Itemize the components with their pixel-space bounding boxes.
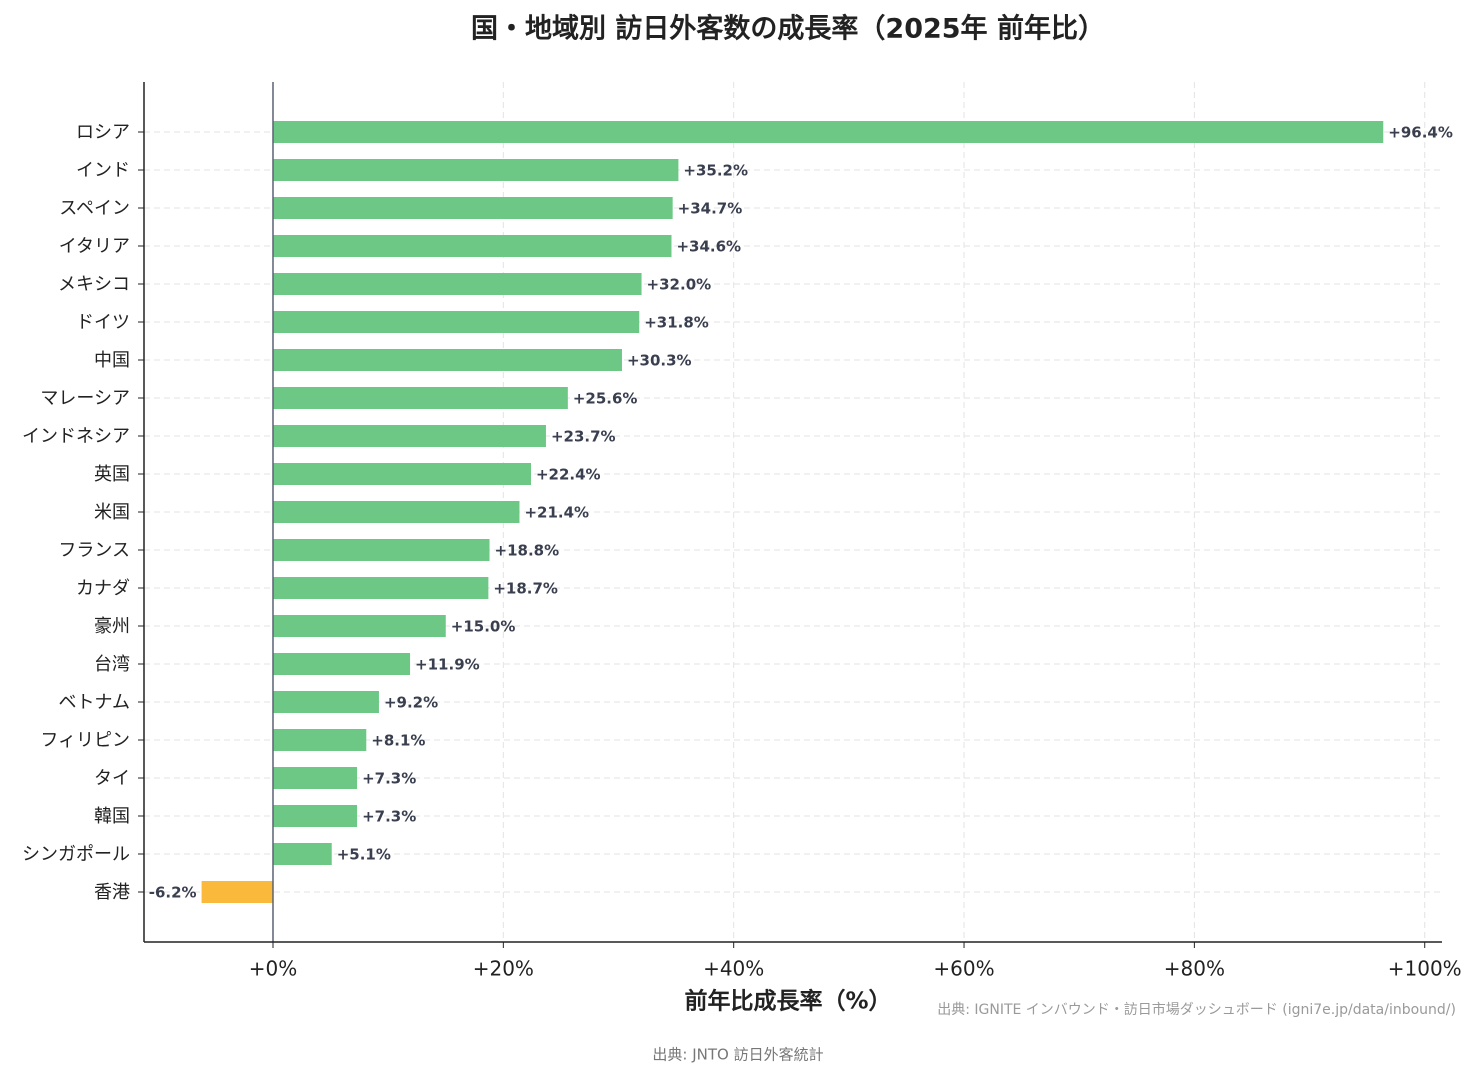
y-tick-label: スペイン — [59, 198, 130, 219]
value-label: +25.6% — [573, 390, 638, 408]
x-axis-label: 前年比成長率（%） — [684, 988, 891, 1015]
y-tick-label: 中国 — [94, 350, 130, 371]
bar — [272, 539, 490, 561]
y-tick-label: インドネシア — [22, 426, 130, 447]
value-label: +34.7% — [678, 200, 743, 218]
value-label: +35.2% — [683, 162, 748, 180]
y-tick-label: 豪州 — [94, 616, 130, 637]
y-tick-label: 香港 — [94, 882, 130, 903]
footer: 出典: JNTO 訪日外客統計 — [652, 1046, 823, 1064]
value-label: +7.3% — [362, 808, 416, 826]
x-tick-label: +20% — [473, 957, 534, 981]
bar — [201, 881, 273, 903]
y-tick-label: ベトナム — [59, 692, 130, 713]
value-label: +9.2% — [384, 694, 438, 712]
value-label: +32.0% — [647, 276, 712, 294]
value-label: +31.8% — [644, 314, 709, 332]
value-label: +15.0% — [451, 618, 516, 636]
y-tick-label: フランス — [58, 540, 130, 561]
y-tick-label: タイ — [94, 768, 130, 789]
value-label: +22.4% — [536, 466, 601, 484]
bar — [272, 349, 622, 371]
value-label: +30.3% — [627, 352, 692, 370]
y-tick-label: ドイツ — [76, 312, 130, 333]
y-tick-label: 台湾 — [94, 654, 130, 675]
bar — [272, 311, 640, 333]
bar — [272, 805, 358, 827]
value-label: +18.8% — [495, 542, 560, 560]
value-label: +18.7% — [493, 580, 558, 598]
y-tick-label: イタリア — [59, 236, 130, 257]
x-tick-label: +40% — [703, 957, 764, 981]
y-tick-label: 韓国 — [94, 806, 130, 827]
bar — [272, 463, 531, 485]
y-tick-label: 英国 — [94, 464, 130, 485]
value-label: +23.7% — [551, 428, 616, 446]
y-tick-label: マレーシア — [40, 388, 130, 409]
chart-title: 国・地域別 訪日外客数の成長率（2025年 前年比） — [471, 13, 1105, 45]
y-tick-label: 米国 — [94, 502, 130, 523]
bar — [272, 615, 446, 637]
value-label: +7.3% — [362, 770, 416, 788]
bar — [272, 121, 1384, 143]
bar — [272, 387, 568, 409]
y-tick-label: メキシコ — [58, 274, 130, 295]
bar — [272, 273, 642, 295]
y-tick-label: インド — [76, 160, 130, 181]
bar — [272, 843, 332, 865]
bar — [272, 425, 546, 447]
y-tick-label: シンガポール — [22, 844, 130, 865]
value-label: +34.6% — [676, 238, 741, 256]
value-label: -6.2% — [149, 884, 197, 902]
x-tick-label: +100% — [1388, 957, 1462, 981]
bar — [272, 159, 679, 181]
value-label: +21.4% — [524, 504, 589, 522]
value-label: +96.4% — [1388, 124, 1453, 142]
bar — [272, 653, 411, 675]
bar — [272, 767, 358, 789]
y-tick-label: ロシア — [76, 122, 130, 143]
source-note: 出典: IGNITE インバウンド・訪日市場ダッシュボード (igni7e.jp… — [937, 1001, 1456, 1018]
bar — [272, 577, 489, 599]
bar — [272, 729, 367, 751]
x-tick-label: +60% — [933, 957, 994, 981]
value-label: +8.1% — [371, 732, 425, 750]
value-label: +5.1% — [337, 846, 391, 864]
y-tick-label: フィリピン — [40, 730, 130, 751]
x-tick-label: +0% — [249, 957, 298, 981]
value-label: +11.9% — [415, 656, 480, 674]
x-tick-label: +80% — [1164, 957, 1225, 981]
bar — [272, 235, 672, 257]
bar — [272, 691, 379, 713]
bar — [272, 501, 520, 523]
bar — [272, 197, 673, 219]
y-tick-label: カナダ — [76, 578, 130, 599]
